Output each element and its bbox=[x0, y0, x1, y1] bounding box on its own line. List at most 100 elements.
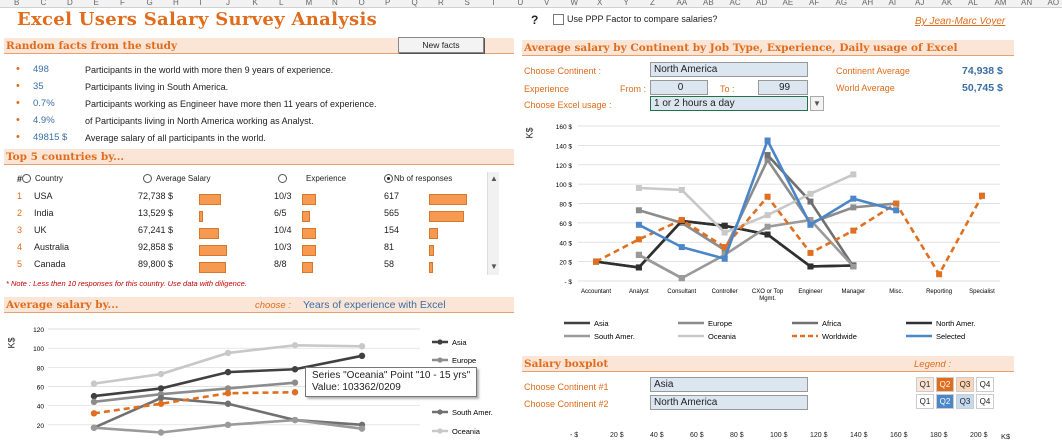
series-point[interactable] bbox=[721, 244, 728, 251]
continent2-select[interactable]: North America bbox=[650, 395, 808, 410]
sort-experience-radio[interactable] bbox=[278, 174, 287, 183]
series-point[interactable] bbox=[90, 380, 98, 387]
help-question-mark[interactable]: ? bbox=[531, 13, 539, 27]
series-point[interactable] bbox=[807, 221, 814, 228]
top5-row[interactable]: 4 Australia 92,858 $ 10/3 81 bbox=[0, 242, 486, 258]
series-point[interactable] bbox=[157, 385, 165, 392]
series-point[interactable] bbox=[635, 221, 642, 228]
series-point[interactable] bbox=[635, 236, 642, 243]
series-point[interactable] bbox=[291, 342, 299, 349]
series-point[interactable] bbox=[358, 343, 366, 350]
series-point[interactable] bbox=[850, 171, 857, 178]
series-point[interactable] bbox=[850, 263, 857, 270]
fact-value: 35 bbox=[33, 81, 44, 92]
series-line-oceania[interactable] bbox=[638, 173, 854, 235]
series-point[interactable] bbox=[635, 264, 642, 271]
series-point[interactable] bbox=[850, 204, 857, 211]
series-point[interactable] bbox=[764, 152, 771, 159]
column-header-label: AK bbox=[941, 0, 953, 7]
series-point[interactable] bbox=[635, 207, 642, 214]
series-point[interactable] bbox=[224, 390, 232, 397]
series-point[interactable] bbox=[157, 370, 165, 378]
author-link[interactable]: By Jean-Marc Voyer bbox=[915, 16, 1006, 27]
from-input[interactable]: 0 bbox=[650, 80, 708, 95]
top5-scrollbar[interactable]: ▲ ▼ bbox=[487, 172, 499, 275]
dropdown-chevron-icon[interactable]: ▼ bbox=[810, 96, 824, 111]
series-point[interactable] bbox=[157, 429, 165, 436]
sort-responses-radio[interactable] bbox=[384, 174, 393, 183]
series-point[interactable] bbox=[807, 249, 814, 256]
series-point[interactable] bbox=[721, 255, 728, 262]
series-point[interactable] bbox=[764, 231, 771, 238]
sort-country-radio[interactable] bbox=[22, 174, 31, 183]
series-point[interactable] bbox=[721, 229, 728, 236]
series-point[interactable] bbox=[157, 394, 165, 402]
quartile-legend-box: Q1 bbox=[916, 377, 934, 392]
continent-select[interactable]: North America bbox=[650, 62, 808, 77]
series-point[interactable] bbox=[850, 227, 857, 234]
series-point[interactable] bbox=[807, 198, 814, 205]
scroll-down-icon[interactable]: ▼ bbox=[490, 262, 498, 271]
top5-row[interactable]: 2 India 13,529 $ 6/5 565 bbox=[0, 208, 486, 224]
series-point[interactable] bbox=[721, 222, 728, 229]
series-point[interactable] bbox=[807, 263, 814, 270]
continent1-select[interactable]: Asia bbox=[650, 377, 808, 392]
series-point[interactable] bbox=[635, 185, 642, 191]
avg-by-choose-select[interactable]: Years of experience with Excel bbox=[303, 299, 446, 311]
series-line-south-amer-[interactable] bbox=[638, 218, 855, 280]
to-input[interactable]: 99 bbox=[758, 80, 808, 95]
series-line-europe[interactable] bbox=[639, 160, 982, 250]
series-point[interactable] bbox=[291, 389, 299, 396]
series-point[interactable] bbox=[291, 416, 299, 424]
series-point[interactable] bbox=[291, 366, 299, 373]
series-point[interactable] bbox=[979, 192, 985, 199]
series-point[interactable] bbox=[224, 368, 232, 376]
series-point[interactable] bbox=[635, 251, 642, 258]
series-point[interactable] bbox=[90, 398, 98, 406]
series-point[interactable] bbox=[224, 385, 232, 392]
series-point[interactable] bbox=[678, 186, 685, 193]
new-facts-button[interactable]: New facts bbox=[398, 37, 484, 53]
series-point[interactable] bbox=[678, 216, 685, 223]
series-point[interactable] bbox=[764, 156, 771, 163]
series-point[interactable] bbox=[90, 392, 98, 400]
series-point[interactable] bbox=[593, 258, 599, 265]
usage-select[interactable]: 1 or 2 hours a day bbox=[650, 96, 808, 111]
series-point[interactable] bbox=[764, 193, 771, 200]
series-point[interactable] bbox=[850, 195, 857, 202]
series-point[interactable] bbox=[936, 271, 943, 278]
series-point[interactable] bbox=[807, 216, 814, 223]
series-line-worldwide[interactable] bbox=[595, 194, 984, 277]
series-point[interactable] bbox=[90, 410, 98, 417]
sort-salary-radio[interactable] bbox=[143, 174, 152, 183]
series-point[interactable] bbox=[90, 424, 98, 431]
series-point[interactable] bbox=[893, 207, 900, 214]
series-point[interactable] bbox=[224, 349, 232, 357]
legend-marker bbox=[437, 409, 443, 415]
series-point[interactable] bbox=[358, 425, 366, 432]
bullet-icon: • bbox=[16, 114, 20, 126]
scroll-up-icon[interactable]: ▲ bbox=[490, 174, 498, 183]
series-line-europe[interactable] bbox=[93, 381, 296, 404]
series-point[interactable] bbox=[764, 212, 771, 219]
series-point[interactable] bbox=[678, 244, 685, 251]
series-point[interactable] bbox=[893, 200, 900, 207]
series-point[interactable] bbox=[224, 421, 232, 429]
series-point[interactable] bbox=[358, 352, 366, 360]
series-point[interactable] bbox=[678, 275, 685, 282]
series-line-africa[interactable] bbox=[638, 154, 855, 280]
series-point[interactable] bbox=[807, 190, 814, 197]
top5-row[interactable]: 1 USA 72,738 $ 10/3 617 bbox=[0, 191, 486, 207]
series-point[interactable] bbox=[764, 223, 771, 230]
series-point[interactable] bbox=[291, 379, 299, 386]
series-point[interactable] bbox=[224, 400, 232, 407]
series-point[interactable] bbox=[764, 137, 771, 144]
series-point[interactable] bbox=[157, 400, 165, 407]
row-country: USA bbox=[34, 191, 53, 201]
experience-bar bbox=[302, 211, 311, 222]
series-line-worldwide[interactable] bbox=[93, 390, 296, 415]
top5-row[interactable]: 3 UK 67,241 $ 10/4 154 bbox=[0, 225, 486, 241]
ppp-checkbox[interactable] bbox=[553, 14, 564, 25]
top5-row[interactable]: 5 Canada 89,800 $ 8/8 58 bbox=[0, 259, 486, 275]
series-point[interactable] bbox=[721, 251, 728, 258]
